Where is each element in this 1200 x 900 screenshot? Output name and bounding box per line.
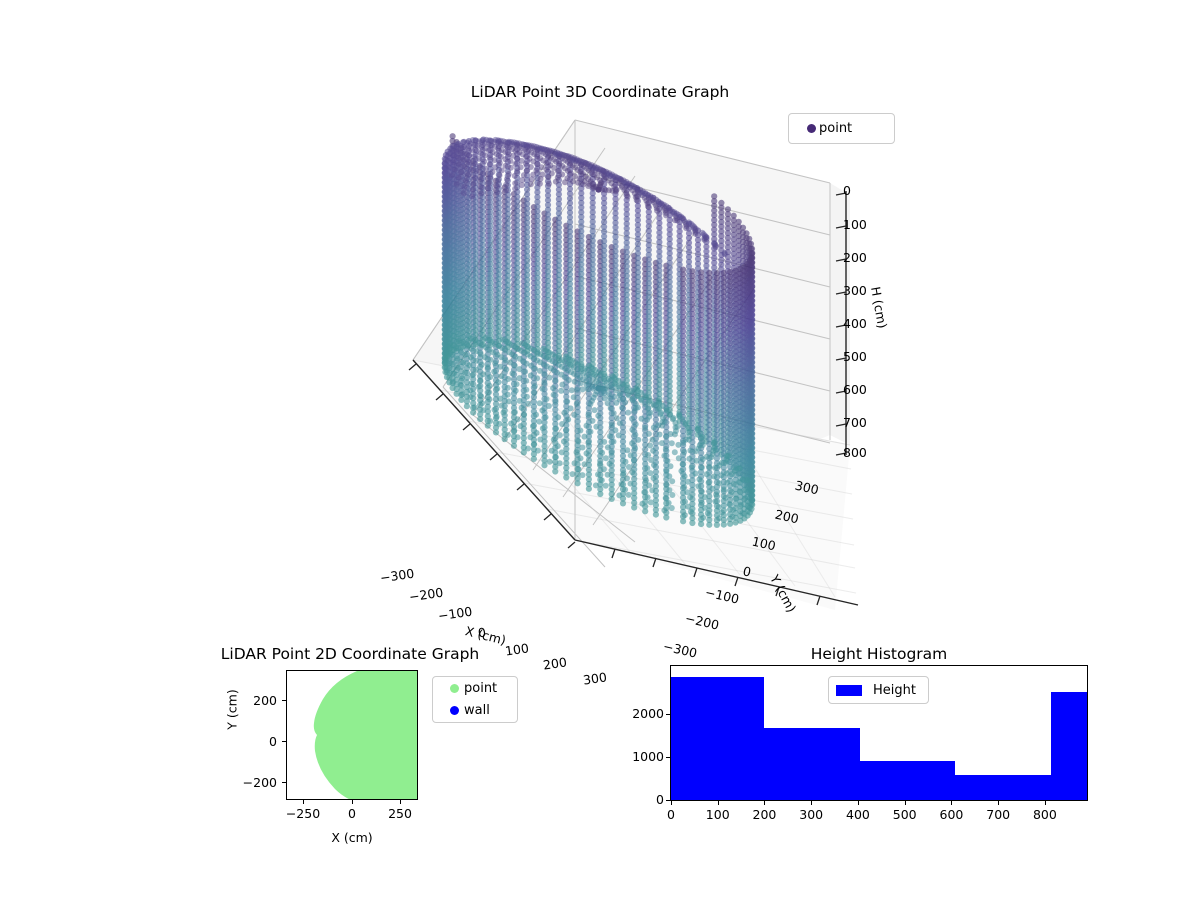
plot2d-xtickmark-1 <box>352 800 353 804</box>
plot2d-xtick-1: 0 <box>348 806 356 821</box>
histogram-ytick-label: 1000 <box>632 749 664 765</box>
histogram-bar <box>671 676 765 800</box>
plot3d-axes[interactable]: −300 −200 −100 0 100 200 300 X (cm) 300 … <box>379 105 900 688</box>
plot2d-xlabel: X (cm) <box>331 830 373 845</box>
histogram-xtick-label: 100 <box>705 807 730 822</box>
histogram-xtickmark <box>857 801 859 805</box>
legend-label-wall: wall <box>464 702 490 718</box>
legend-item-point[interactable]: point <box>433 677 517 699</box>
plot3d-ztick-7: 700 <box>843 415 867 430</box>
legend-marker-wall-icon <box>450 705 459 715</box>
histogram-xtick-label: 300 <box>799 807 824 822</box>
plot2d-title: LiDAR Point 2D Coordinate Graph <box>220 645 480 663</box>
plot2d-xtick-0: −250 <box>285 806 321 821</box>
plot3d-ztick-3: 300 <box>843 283 867 298</box>
histogram-xtickmark <box>764 801 766 805</box>
histogram-ytickmark <box>666 714 670 716</box>
histogram-legend[interactable]: Height <box>828 676 929 704</box>
legend-item-height[interactable]: Height <box>829 677 928 703</box>
legend-label-height: Height <box>873 682 916 698</box>
plot2d-ylabel: Y (cm) <box>224 689 240 730</box>
histogram-bar <box>860 760 955 800</box>
plot2d-xtickmark-2 <box>400 800 401 804</box>
plot2d-ytickmark-2 <box>282 782 286 783</box>
histogram-xtick-label: 700 <box>986 807 1011 822</box>
histogram-ytick-label: 0 <box>656 792 664 807</box>
plot3d-ztick-0: 0 <box>843 183 851 198</box>
histogram-bar <box>1050 692 1087 800</box>
plot3d-xtick-6: 300 <box>582 669 608 688</box>
histogram-ytickmark <box>666 757 670 759</box>
histogram-xtick-label: 800 <box>1032 807 1057 822</box>
histogram-xtickmark <box>904 801 906 805</box>
plot3d-ztick-1: 100 <box>843 217 867 232</box>
histogram-xtickmark <box>1044 801 1046 805</box>
histogram-xtickmark <box>998 801 1000 805</box>
plot3d-title: LiDAR Point 3D Coordinate Graph <box>470 83 730 101</box>
histogram-ytick-label: 2000 <box>632 706 664 722</box>
histogram-bar <box>764 727 861 800</box>
histogram-xtickmark <box>811 801 813 805</box>
legend-label-point: point <box>464 680 498 696</box>
histogram-title: Height Histogram <box>810 645 948 663</box>
plot2d-ytick-2: −200 <box>242 775 277 790</box>
plot2d-xtickmark-0 <box>303 800 304 804</box>
plot3d-ztick-6: 600 <box>843 382 867 397</box>
plot3d-ztick-5: 500 <box>843 349 867 364</box>
histogram-xtick-label: 200 <box>752 807 777 822</box>
plot2d-xtick-2: 250 <box>388 806 412 821</box>
histogram-xtick-label: 500 <box>892 807 917 822</box>
plot3d-ztick-8: 800 <box>843 445 867 460</box>
plot2d-ytick-1: 0 <box>269 734 277 749</box>
histogram-xtickmark <box>951 801 953 805</box>
histogram-xtickmark <box>671 801 672 805</box>
legend-patch-height-icon <box>836 684 862 696</box>
histogram-xtick-label: 0 <box>667 807 675 822</box>
plot3d-legend[interactable]: point <box>788 113 895 144</box>
legend-label-point: point <box>819 121 853 136</box>
legend-marker-point-icon <box>450 683 459 693</box>
plot2d-legend[interactable]: point wall <box>432 676 518 723</box>
histogram-bar <box>954 775 1051 800</box>
histogram-xtick-label: 400 <box>846 807 870 822</box>
histogram-xtick-label: 600 <box>939 807 964 822</box>
plot2d-axes[interactable] <box>286 670 418 800</box>
plot2d-point-region <box>313 671 417 799</box>
plot2d-canvas <box>313 671 417 799</box>
legend-item-wall[interactable]: wall <box>433 699 517 721</box>
histogram-axes[interactable] <box>670 665 1088 801</box>
histogram-xtickmark <box>717 801 719 805</box>
plot2d-ytickmark-1 <box>282 741 286 742</box>
plot2d-ytickmark-0 <box>282 700 286 701</box>
plot3d-point-cloud <box>441 133 756 528</box>
plot3d-ztick-4: 400 <box>843 316 867 331</box>
legend-marker-point-icon <box>807 124 816 133</box>
histogram-ytickmark <box>666 800 670 801</box>
legend-item-point[interactable]: point <box>789 114 894 143</box>
plot3d-ztick-2: 200 <box>843 250 867 265</box>
plot2d-ytick-0: 200 <box>253 693 277 708</box>
plot3d-canvas <box>408 119 859 610</box>
